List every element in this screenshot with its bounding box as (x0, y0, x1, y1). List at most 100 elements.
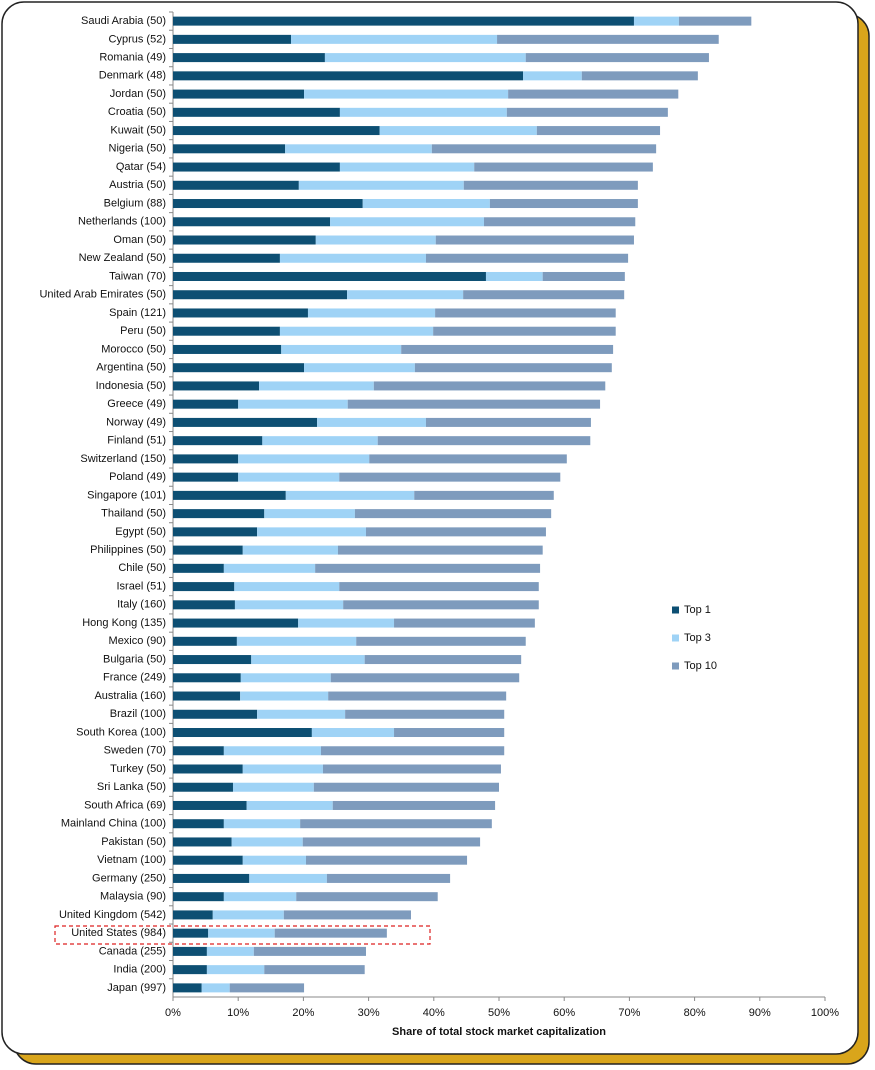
x-tick-label: 40% (423, 1007, 445, 1019)
bar-segment (173, 618, 299, 628)
x-axis-label: Share of total stock market capitalizati… (392, 1026, 606, 1038)
bar-segment (173, 709, 258, 719)
y-tick-label: Bulgaria (50) (103, 653, 166, 665)
y-tick-label: Hong Kong (135) (82, 617, 166, 629)
x-tick-label: 100% (811, 1007, 839, 1019)
bar-segment (394, 618, 535, 628)
legend-swatch (672, 634, 679, 642)
bar-segment (264, 965, 365, 975)
bar-segment (173, 910, 213, 920)
bar-segment (173, 782, 233, 792)
y-tick-label: Nigeria (50) (109, 143, 166, 155)
bar-segment (173, 764, 243, 774)
bar-segment (497, 34, 719, 44)
bar-segment (345, 709, 505, 719)
bar-segment (173, 34, 292, 44)
bar-segment (332, 800, 496, 810)
bar-segment (330, 217, 485, 227)
bar-segment (264, 509, 355, 519)
legend-swatch (672, 662, 679, 670)
bar-segment (257, 527, 366, 537)
bar-segment (257, 709, 346, 719)
y-tick-label: United Arab Emirates (50) (39, 289, 166, 301)
bar-segment (401, 344, 614, 354)
bar-segment (173, 199, 363, 209)
bar-segment (523, 71, 582, 81)
bar-segment (173, 837, 232, 847)
bar-segment (173, 381, 260, 391)
bar-segment (315, 235, 436, 245)
bar-segment (279, 326, 434, 336)
bar-segment (285, 490, 415, 500)
bar-segment (315, 563, 541, 573)
bar-segment (173, 126, 380, 136)
y-tick-label: Romania (49) (99, 52, 166, 64)
bar-segment (326, 873, 451, 883)
bar-segment (173, 144, 286, 154)
y-tick-label: Sweden (70) (104, 745, 166, 757)
bar-segment (296, 892, 438, 902)
bar-segment (173, 217, 331, 227)
bar-segment (330, 673, 520, 683)
bar-segment (173, 344, 282, 354)
bar-segment (173, 800, 247, 810)
y-tick-label: Argentina (50) (96, 362, 166, 374)
y-tick-label: Mexico (90) (109, 635, 166, 647)
bar-segment (212, 910, 284, 920)
bar-segment (242, 545, 338, 555)
bar-segment (173, 16, 634, 26)
bar-segment (173, 180, 299, 190)
y-tick-label: Qatar (54) (116, 161, 166, 173)
x-tick-label: 0% (165, 1007, 181, 1019)
bar-segment (633, 16, 679, 26)
y-tick-label: Australia (160) (94, 690, 166, 702)
bar-segment (201, 983, 230, 993)
legend-label: Top 10 (684, 660, 717, 672)
bar-segment (173, 965, 207, 975)
y-tick-label: United States (984) (71, 927, 166, 939)
bar-segment (489, 199, 638, 209)
bar-segment (304, 89, 509, 99)
bar-segment (259, 381, 374, 391)
bar-segment (379, 126, 537, 136)
bar-segment (291, 34, 498, 44)
bar-segment (173, 308, 308, 318)
y-tick-label: Jordan (50) (110, 88, 166, 100)
bar-segment (324, 53, 526, 63)
bar-segment (281, 344, 402, 354)
y-tick-label: Sri Lanka (50) (97, 781, 166, 793)
bar-segment (208, 928, 275, 938)
y-tick-label: Pakistan (50) (101, 836, 166, 848)
bar-segment (354, 509, 552, 519)
y-tick-label: India (200) (113, 964, 166, 976)
bar-segment (525, 53, 709, 63)
y-tick-label: Kuwait (50) (110, 124, 166, 136)
bar-segment (173, 107, 340, 117)
y-tick-label: Malaysia (90) (100, 891, 166, 903)
bar-segment (508, 89, 679, 99)
y-tick-label: France (249) (103, 672, 166, 684)
bar-segment (307, 308, 436, 318)
y-tick-label: New Zealand (50) (79, 252, 166, 264)
bar-segment (506, 107, 668, 117)
y-tick-label: Poland (49) (109, 471, 166, 483)
bar-segment (238, 454, 370, 464)
bar-segment (223, 892, 297, 902)
y-tick-label: Mainland China (100) (61, 818, 166, 830)
bar-segment (231, 837, 303, 847)
bar-segment (173, 746, 224, 756)
bar-segment (364, 655, 522, 665)
y-tick-label: Israel (51) (116, 580, 166, 592)
y-tick-label: Chile (50) (118, 562, 166, 574)
y-tick-label: Denmark (48) (99, 70, 166, 82)
bar-segment (173, 89, 305, 99)
bar-segment (339, 472, 561, 482)
y-tick-label: Singapore (101) (87, 489, 166, 501)
bar-segment (425, 253, 629, 263)
bar-segment (356, 636, 526, 646)
x-tick-label: 50% (488, 1007, 510, 1019)
bar-segment (223, 746, 322, 756)
y-tick-label: Indonesia (50) (96, 380, 166, 392)
bar-segment (300, 819, 492, 829)
